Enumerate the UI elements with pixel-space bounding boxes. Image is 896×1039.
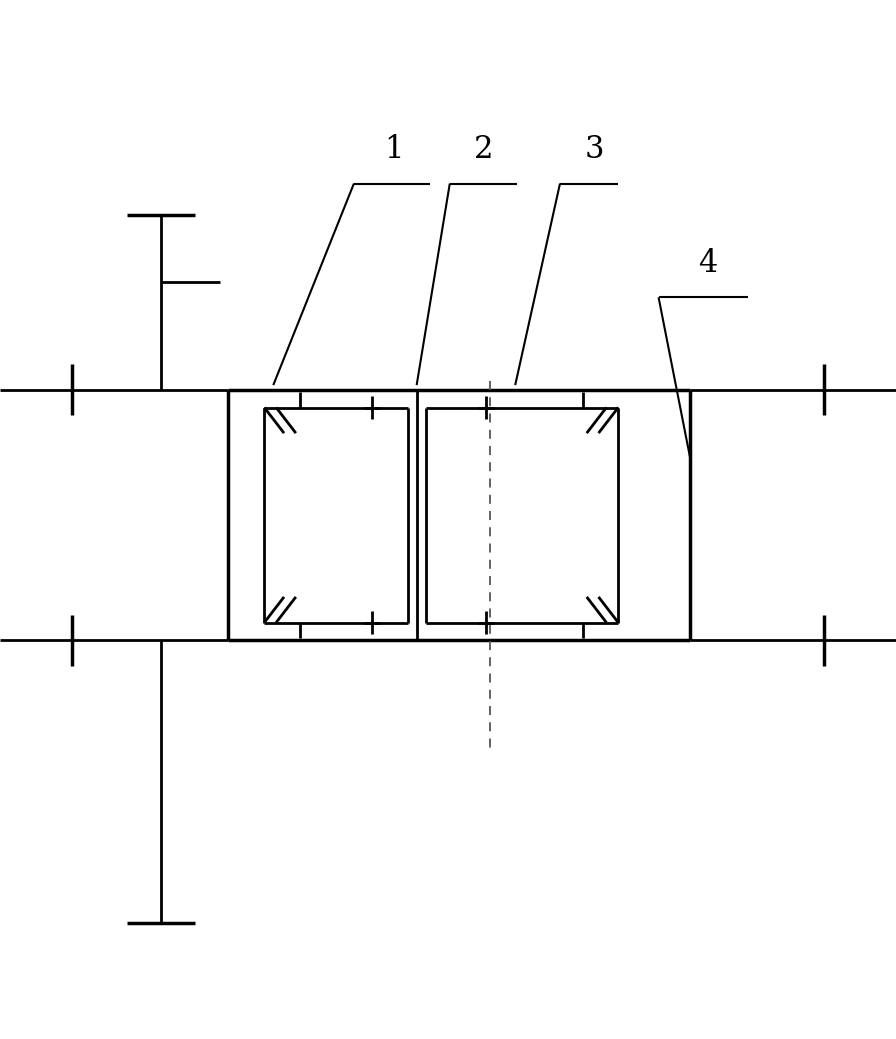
Text: 4: 4 — [698, 247, 718, 278]
Text: 3: 3 — [584, 134, 604, 165]
Text: 2: 2 — [474, 134, 494, 165]
Text: 1: 1 — [384, 134, 404, 165]
